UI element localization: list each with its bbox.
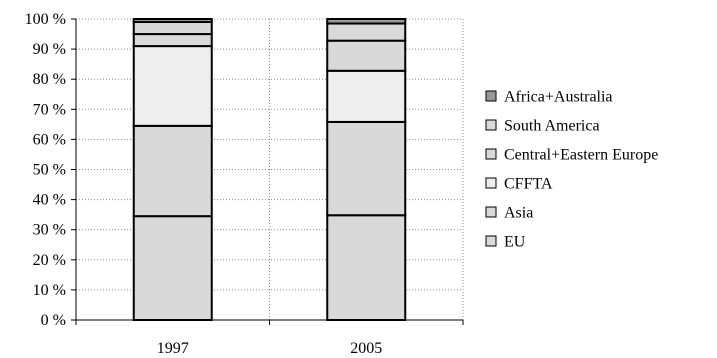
y-tick-labels: 0 % 10 % 20 % 30 % 40 % 50 % 60 % 70 % 80 % 90 % 1… — [25, 11, 66, 329]
legend-swatch-central-eastern-europe — [485, 148, 497, 160]
bar-africa-australia-2005 — [326, 18, 407, 25]
y-tick-label: 90 % — [33, 41, 66, 58]
y-tick-label: 40 % — [33, 192, 66, 209]
legend-label-eu: EU — [504, 234, 526, 251]
x-tick-labels: 1997 2005 — [157, 340, 383, 357]
legend-label-asia: Asia — [504, 205, 533, 222]
legend-label-south-america: South America — [504, 118, 600, 135]
y-tick-label: 60 % — [33, 131, 66, 148]
bars — [132, 18, 407, 321]
axes — [71, 18, 464, 325]
gridlines — [76, 18, 464, 320]
y-tick-label: 0 % — [41, 312, 66, 329]
bar-cffta-1997 — [132, 45, 213, 127]
y-tick-label: 20 % — [33, 252, 66, 269]
bar-central-eastern-europe-1997 — [132, 33, 213, 48]
bar-cffta-2005 — [326, 69, 407, 123]
bar-south-america-2005 — [326, 22, 407, 42]
bar-africa-australia-1997 — [132, 18, 213, 24]
legend-swatch-africa-australia — [485, 90, 497, 102]
y-tick-label: 100 % — [25, 11, 66, 28]
x-tick-label: 2005 — [350, 340, 382, 357]
legend-label-africa-australia: Africa+Australia — [504, 89, 613, 106]
legend-swatch-south-america — [485, 119, 497, 131]
y-tick-label: 10 % — [33, 282, 66, 299]
legend: Africa+Australia South America Central+Eas… — [485, 89, 658, 251]
y-tick-label: 70 % — [33, 101, 66, 118]
bar-asia-2005 — [326, 120, 407, 217]
legend-label-central-eastern-europe: Central+Eastern Europe — [504, 147, 658, 164]
bar-south-america-1997 — [132, 21, 213, 36]
y-tick-label: 80 % — [33, 71, 66, 88]
bar-central-eastern-europe-2005 — [326, 39, 407, 72]
bar-eu-2005 — [326, 214, 407, 321]
y-tick-label: 50 % — [33, 162, 66, 179]
legend-swatch-eu — [485, 235, 497, 247]
legend-swatch-asia — [485, 206, 497, 218]
x-tick-label: 1997 — [157, 340, 189, 357]
y-tick-label: 30 % — [33, 222, 66, 239]
legend-swatch-cffta — [485, 177, 497, 189]
legend-label-cffta: CFFTA — [504, 176, 553, 193]
bar-eu-1997 — [132, 215, 213, 321]
bar-asia-1997 — [132, 124, 213, 218]
